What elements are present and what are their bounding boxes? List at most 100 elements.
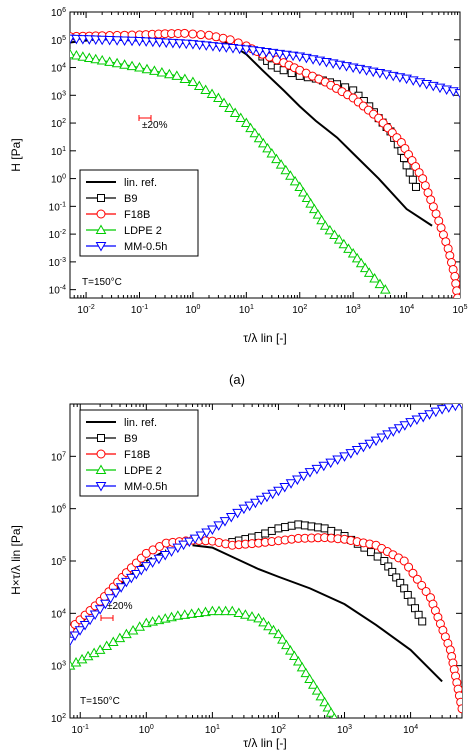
y-tick-label: 100 [51, 174, 66, 186]
panel-b-label: (b) [236, 751, 238, 753]
data-point [411, 415, 423, 426]
data-point [238, 504, 250, 515]
data-point [166, 547, 177, 557]
data-point [458, 404, 462, 410]
data-point [393, 424, 405, 434]
data-point [399, 421, 411, 431]
data-point [206, 88, 218, 98]
data-point [308, 203, 320, 214]
data-point [253, 132, 265, 143]
data-point [387, 427, 399, 437]
error-annotation: ±20% [142, 120, 168, 131]
data-point [417, 580, 427, 590]
data-point [275, 159, 287, 169]
data-point [304, 673, 315, 683]
legend-marker [97, 194, 105, 202]
data-point [71, 49, 82, 60]
data-point [324, 224, 336, 235]
x-tick-label: 103 [337, 724, 352, 736]
data-point [249, 127, 261, 138]
y-tick-label: 103 [51, 661, 66, 673]
data-point [271, 153, 282, 164]
data-point [149, 65, 160, 75]
data-point [115, 583, 127, 593]
data-point [300, 667, 312, 678]
data-point [339, 452, 350, 462]
data-point [119, 36, 130, 47]
data-point [193, 80, 205, 91]
data-point [240, 117, 252, 128]
x-tick-label: 10-1 [72, 724, 89, 736]
x-tick-label: 100 [139, 724, 154, 736]
data-point [298, 471, 310, 482]
y-tick-label: 103 [51, 90, 66, 102]
data-point [292, 656, 304, 666]
data-point [325, 458, 337, 469]
series-lin-ref- [70, 32, 433, 227]
data-point [229, 107, 241, 118]
data-point [220, 43, 232, 53]
data-point [359, 262, 371, 273]
data-point [418, 617, 427, 626]
data-point [90, 35, 102, 46]
data-point [414, 610, 423, 619]
y-tick-label: 106 [51, 7, 66, 19]
data-point [180, 39, 192, 50]
data-point [400, 584, 409, 593]
data-point [140, 562, 152, 572]
y-tick-label: 10-1 [49, 201, 66, 213]
legend-label: B9 [124, 193, 137, 205]
data-point [298, 186, 309, 197]
series-ldpe-2 [70, 48, 391, 294]
x-tick-label: 105 [452, 304, 467, 316]
data-point [90, 53, 102, 64]
data-point [308, 679, 319, 689]
data-point [405, 168, 414, 177]
data-point [261, 529, 270, 538]
data-point [194, 40, 205, 51]
data-point [267, 526, 276, 535]
x-tick-label: 10-1 [131, 304, 148, 316]
data-point [417, 412, 429, 423]
data-point [367, 548, 376, 557]
y-tick-label: 10-2 [49, 229, 66, 241]
data-point [225, 35, 235, 45]
data-point [131, 569, 142, 580]
data-point [189, 534, 201, 545]
legend-label: lin. ref. [124, 177, 157, 189]
data-point [307, 522, 316, 531]
legend-marker [95, 482, 107, 492]
legend-label: B9 [124, 433, 137, 445]
data-point [329, 229, 340, 240]
data-point [285, 170, 296, 180]
data-point [200, 41, 212, 51]
data-point [178, 540, 189, 551]
x-tick-label: 101 [239, 304, 254, 316]
data-point [369, 272, 380, 283]
data-point [219, 517, 231, 527]
legend-marker [97, 434, 105, 442]
data-point [240, 609, 251, 619]
data-point [314, 523, 323, 532]
data-point [411, 182, 420, 191]
data-point [244, 501, 256, 512]
data-point [96, 54, 108, 65]
data-point [338, 238, 350, 249]
data-point [364, 439, 376, 450]
data-point [408, 568, 418, 578]
data-point [126, 36, 138, 47]
data-point [172, 610, 184, 620]
data-point [273, 486, 284, 497]
data-point [207, 42, 219, 52]
data-point [70, 631, 81, 641]
data-point [345, 449, 357, 459]
data-point [179, 609, 191, 619]
data-point [301, 192, 313, 203]
data-point [285, 645, 296, 655]
data-point [140, 37, 152, 47]
y-tick-label: 105 [51, 556, 66, 568]
data-point [331, 712, 338, 718]
data-point [167, 38, 179, 49]
data-point [351, 446, 363, 456]
